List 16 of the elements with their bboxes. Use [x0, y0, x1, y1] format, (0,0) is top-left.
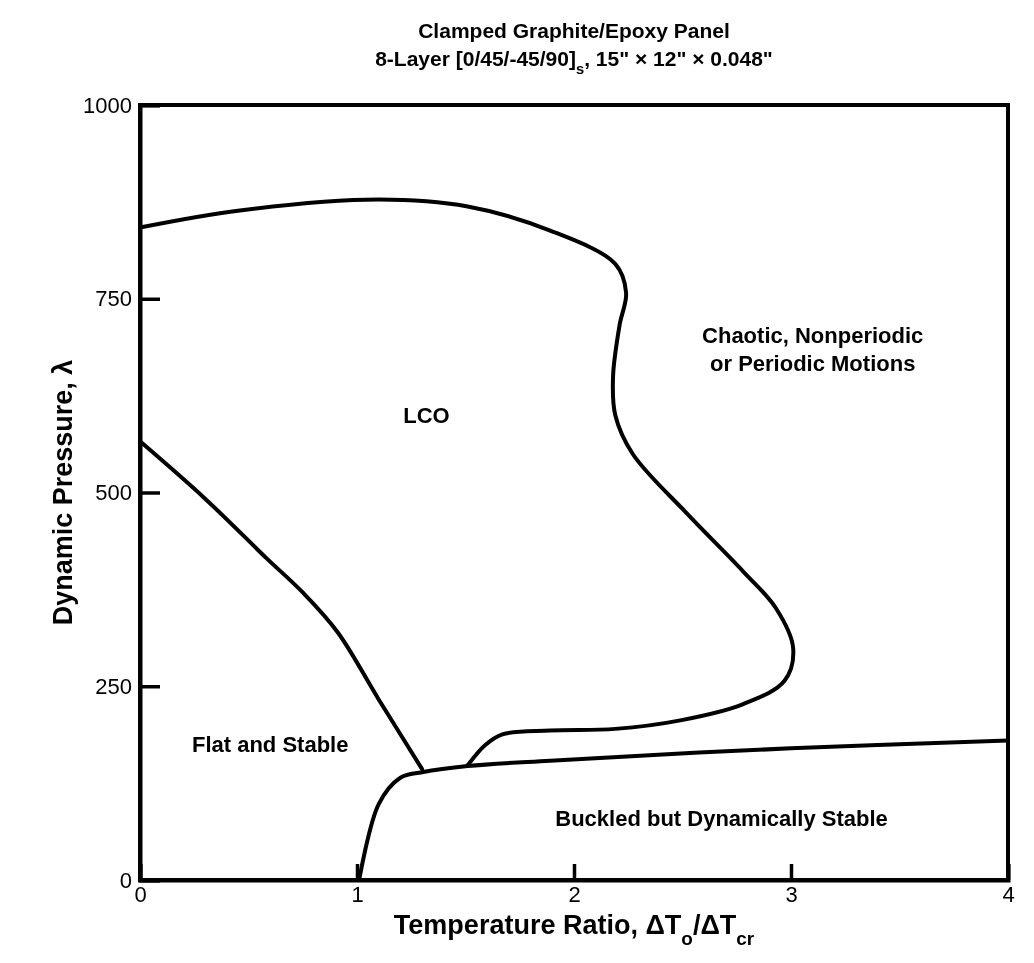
x-tick-label: 4 [1002, 881, 1015, 907]
x-axis-title: Temperature Ratio, ΔT$_{o}$/ΔT$_{cr}$ [393, 910, 755, 949]
y-axis-title: Dynamic Pressure, λ [48, 359, 78, 626]
y-tick-label: 500 [95, 480, 132, 506]
annotation: Chaotic, Nonperiodic or Periodic Motions [702, 322, 924, 376]
annotation: LCO [403, 402, 450, 428]
chart-subtitle: 8-Layer [0/45/-45/90]$_{s}$, 15" × 12" × 0.048" [375, 47, 773, 77]
annotation: Buckled but Dynamically Stable [555, 805, 888, 831]
x-tick-label: 2 [568, 881, 581, 907]
x-tick-label: 1 [351, 881, 364, 907]
chart-title: Clamped Graphite/Epoxy Panel [418, 19, 730, 42]
annotation: Flat and Stable [191, 731, 349, 757]
y-tick-label: 1000 [83, 92, 132, 118]
y-tick-label: 750 [95, 286, 132, 312]
y-tick-label: 250 [95, 673, 132, 699]
x-tick-label: 3 [785, 881, 798, 907]
